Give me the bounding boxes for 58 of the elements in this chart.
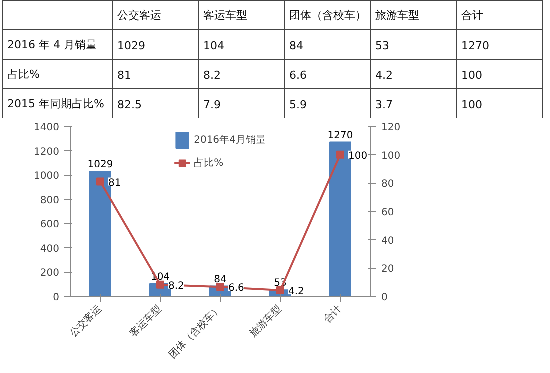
text: 100	[462, 98, 482, 112]
y2-tick-label: 80	[382, 179, 394, 190]
y2-tick-label: 120	[382, 122, 401, 134]
category-label: 客运车型	[204, 8, 248, 22]
category-label: 合计	[462, 8, 484, 22]
text: 1029	[118, 39, 146, 52]
text: 5.9	[290, 98, 307, 112]
y-tick-label: 1400	[34, 122, 60, 134]
text: 8.2	[204, 68, 221, 82]
data-label: 4.2	[288, 286, 304, 298]
text: 104	[204, 39, 224, 52]
y-tick-label: 800	[40, 195, 60, 206]
category-label: 2016 年 4 月销量	[8, 38, 97, 52]
data-label: 6.6	[228, 283, 244, 294]
x-tick-label: 旅游车型	[248, 302, 284, 340]
y-tick-label: 0	[53, 292, 60, 304]
text: 100	[462, 68, 482, 82]
data-label: 84	[214, 274, 227, 286]
point	[336, 150, 344, 159]
y2-tick-label: 100	[382, 150, 401, 162]
text: 82.5	[118, 98, 142, 112]
text: 81	[118, 68, 132, 82]
x-tick-label: 团体（含校车）	[166, 302, 224, 361]
point	[156, 280, 164, 289]
x-tick-label: 合计	[322, 302, 344, 326]
data-label: 81	[108, 178, 122, 189]
bar	[330, 142, 352, 296]
point	[276, 286, 284, 295]
text: 1270	[462, 39, 490, 52]
legend-label: 2016年4月销量	[194, 134, 266, 147]
point	[96, 178, 104, 186]
text: 53	[376, 39, 390, 52]
y2-tick-label: 60	[382, 208, 394, 218]
text: 6.6	[290, 68, 307, 82]
data-label: 1029	[88, 160, 114, 171]
x-tick-label: 公交客运	[68, 302, 104, 340]
y-tick-label: 1200	[34, 146, 60, 158]
data-label: 8.2	[168, 280, 184, 292]
y2-tick-label: 0	[382, 292, 388, 304]
y-tick-label: 1000	[34, 171, 60, 182]
category-label: 占比%	[8, 68, 40, 81]
category-label: 团体（含校车）	[290, 8, 366, 22]
category-label: 2015 年同期占比%	[8, 97, 104, 110]
text: 84	[290, 39, 304, 52]
x-tick-label: 客运车型	[128, 302, 164, 340]
y-tick-label: 200	[40, 268, 60, 280]
text: 7.9	[204, 98, 221, 112]
data-label: 100	[348, 150, 368, 162]
y2-tick-label: 40	[382, 236, 394, 247]
y2-tick-label: 20	[382, 264, 394, 276]
data-label: 1270	[328, 130, 354, 142]
text: 4.2	[376, 68, 393, 82]
y-tick-label: 600	[40, 220, 60, 231]
text: 3.7	[376, 98, 393, 112]
category-label: 公交客运	[118, 8, 162, 22]
legend-label: 占比%	[194, 156, 224, 170]
y-tick-label: 400	[40, 244, 60, 255]
category-label: 旅游车型	[376, 8, 420, 22]
